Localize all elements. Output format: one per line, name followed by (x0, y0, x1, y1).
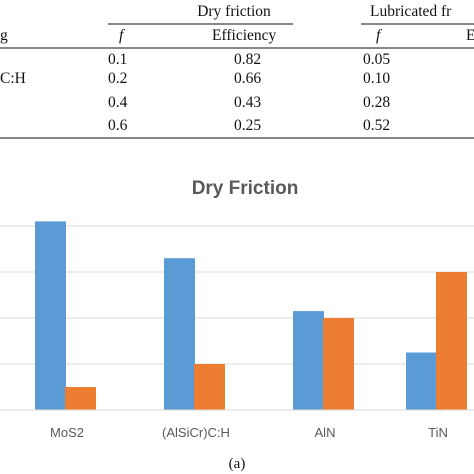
cell-f-lubricated: 0.05 (363, 51, 390, 68)
gridlines (0, 225, 474, 365)
sub-header-f-lubricated: f (376, 27, 383, 44)
sub-header-efficiency-lubricated: E (466, 27, 474, 44)
cell-f-lubricated: 0.28 (363, 94, 390, 111)
bar-series-1-3 (406, 352, 437, 410)
x-tick-label: MoS2 (50, 425, 84, 440)
sub-header-efficiency: Efficiency (212, 27, 277, 44)
cell-f-lubricated: 0.52 (363, 117, 390, 134)
cell-efficiency: 0.43 (234, 94, 261, 111)
bar-series-2-2 (323, 318, 354, 410)
bar-series-1-0 (35, 221, 66, 410)
bar-series-2-1 (194, 364, 225, 410)
cell-f-dry: 0.2 (108, 70, 127, 87)
bar-series-1-1 (164, 258, 195, 410)
x-tick-label: AlN (315, 425, 336, 440)
cell-f-dry: 0.6 (108, 117, 128, 134)
group-header-dry-friction: Dry friction (197, 3, 271, 20)
bars (35, 221, 467, 410)
sub-header-coating: g (0, 27, 8, 44)
bar-chart: Dry Friction MoS2 (AlSiCr)C:H AlN TiN (0, 178, 474, 440)
table-row: 0.6 0.25 0.52 (108, 117, 390, 134)
cell-f-dry: 0.1 (108, 51, 127, 68)
data-table: Dry friction Lubricated fr g f Efficienc… (0, 3, 474, 139)
chart-title: Dry Friction (192, 178, 299, 199)
sub-header-f-dry: f (119, 27, 126, 44)
bar-series-2-3 (436, 272, 467, 410)
x-tick-labels: MoS2 (AlSiCr)C:H AlN TiN (50, 425, 448, 440)
cell-f-lubricated: 0.10 (363, 70, 390, 87)
table-row: 0.4 0.43 0.28 (108, 94, 390, 111)
table-row: 0.1 0.82 0.05 (108, 51, 390, 68)
x-tick-label: (AlSiCr)C:H (162, 425, 230, 440)
x-tick-label: TiN (428, 425, 448, 440)
cell-efficiency: 0.66 (234, 70, 261, 87)
cell-coating: C:H (0, 70, 26, 87)
cell-efficiency: 0.25 (234, 117, 261, 134)
bar-series-2-0 (65, 387, 96, 410)
bar-series-1-2 (293, 311, 324, 410)
group-header-lubricated-friction: Lubricated fr (370, 3, 452, 20)
cell-f-dry: 0.4 (108, 94, 128, 111)
cell-efficiency: 0.82 (234, 51, 261, 68)
table-row: C:H 0.2 0.66 0.10 (0, 70, 390, 87)
figure-caption: (a) (229, 456, 246, 472)
